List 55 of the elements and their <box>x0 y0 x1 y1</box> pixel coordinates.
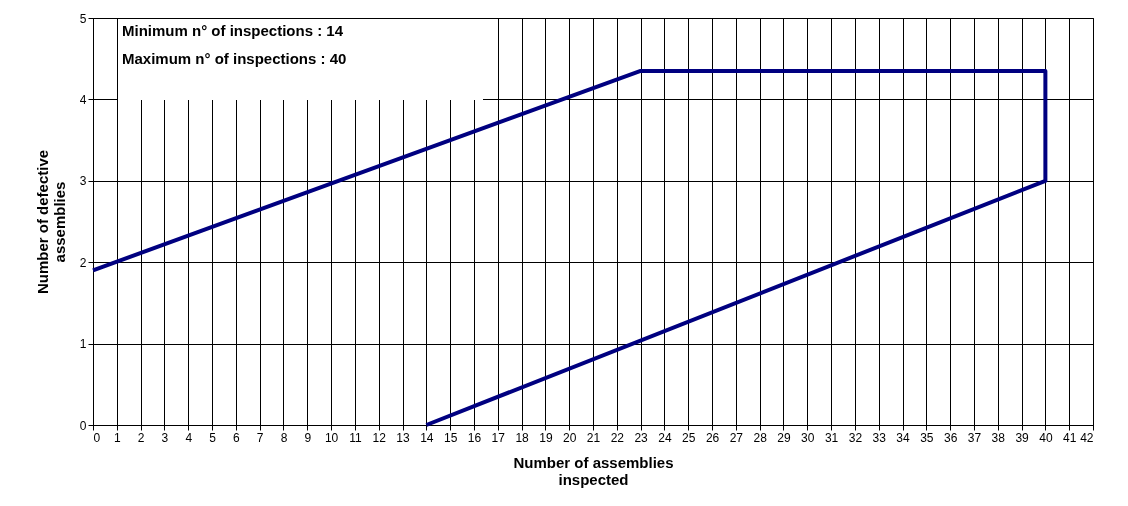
x-axis-title: Number of assemblies inspected <box>513 453 674 488</box>
x-tick-label: 10 <box>324 430 339 445</box>
x-tick-label: 21 <box>586 430 601 445</box>
y-tick-label: 4 <box>79 92 87 107</box>
x-tick-label: 42 <box>1080 430 1094 445</box>
x-tick-label: 24 <box>658 430 672 445</box>
annotation: Maximum n° of inspections : 40 <box>121 49 348 69</box>
y-tick-label: 5 <box>79 11 87 26</box>
x-tick-label: 31 <box>824 430 839 445</box>
x-tick-label: 40 <box>1039 430 1053 445</box>
x-tick-label: 36 <box>943 430 958 445</box>
x-tick-label: 26 <box>705 430 720 445</box>
x-tick-label: 29 <box>777 430 791 445</box>
x-tick-label: 14 <box>420 430 434 445</box>
x-tick-label: 5 <box>209 430 217 445</box>
x-tick-label: 27 <box>729 430 744 445</box>
x-tick-label: 33 <box>872 430 887 445</box>
y-tick-label: 1 <box>79 337 87 352</box>
x-tick-label: 19 <box>539 430 553 445</box>
x-tick-label: 20 <box>563 430 577 445</box>
x-tick-label: 17 <box>491 430 506 445</box>
text-box: Minimum n° of inspections : 14 Maximum n° of inspections : 40 <box>118 19 483 100</box>
x-tick-label: 4 <box>185 430 193 445</box>
x-tick-label: 7 <box>256 430 264 445</box>
x-tick-label: 9 <box>304 430 312 445</box>
y-tick-label: 0 <box>79 418 87 433</box>
x-tick-label: 34 <box>896 430 911 445</box>
x-tick-label: 0 <box>93 430 101 445</box>
x-tick-label: 23 <box>634 430 649 445</box>
y-tick-label: 3 <box>79 174 87 189</box>
x-tick-label: 18 <box>515 430 530 445</box>
x-tick-label: 11 <box>349 430 362 445</box>
x-tick-label: 39 <box>1015 430 1030 445</box>
x-tick-label: 41 <box>1063 430 1077 445</box>
x-tick-label: 37 <box>967 430 982 445</box>
x-tick-label: 35 <box>920 430 934 445</box>
x-tick-label: 25 <box>682 430 696 445</box>
x-tick-label: 3 <box>161 430 169 445</box>
x-tick-label: 8 <box>280 430 288 445</box>
x-tick-label: 13 <box>396 430 411 445</box>
x-tick-label: 15 <box>443 430 458 445</box>
line-series <box>91 68 1048 427</box>
y-axis-title: Number of defective assemblies <box>33 149 68 295</box>
x-tick-label: 2 <box>137 430 145 445</box>
x-tick-label: 6 <box>233 430 241 445</box>
x-tick-label: 38 <box>991 430 1006 445</box>
x-tick-label: 32 <box>848 430 863 445</box>
x-tick-label: 30 <box>801 430 815 445</box>
x-tick-label: 22 <box>610 430 625 445</box>
x-tick-label: 28 <box>753 430 768 445</box>
x-tick-label: 16 <box>467 430 482 445</box>
x-tick-label: 12 <box>372 430 387 445</box>
y-tick-label: 2 <box>79 255 87 270</box>
x-tick-label: 1 <box>113 430 121 445</box>
annotation: Minimum n° of inspections : 14 <box>121 21 344 41</box>
